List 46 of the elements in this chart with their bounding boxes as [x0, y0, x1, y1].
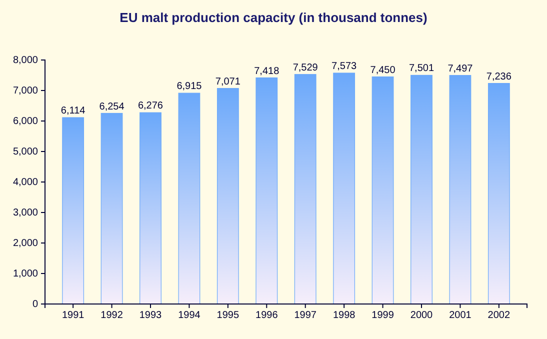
bar [333, 72, 356, 304]
data-label: 7,450 [370, 64, 396, 76]
y-tick-label: 1,000 [12, 268, 38, 280]
bar [294, 74, 316, 304]
x-tick-label: 2000 [410, 310, 434, 322]
x-tick-label: 1993 [139, 310, 162, 322]
bar [140, 112, 162, 304]
bar [488, 83, 510, 304]
y-tick-label: 3,000 [12, 208, 38, 219]
data-label: 7,573 [332, 61, 358, 72]
bar [216, 88, 239, 304]
bar [62, 117, 84, 304]
x-tick-label: 2001 [449, 310, 472, 322]
data-label: 6,915 [176, 81, 202, 92]
y-tick-label: 6,000 [12, 116, 38, 128]
y-tick-label: 4,000 [12, 177, 38, 188]
bar [256, 77, 278, 304]
data-label: 7,529 [292, 62, 318, 74]
y-tick-label: 8,000 [12, 55, 38, 66]
x-tick-label: 1995 [216, 310, 240, 322]
x-tick-label: 1994 [178, 310, 201, 322]
bar [410, 74, 432, 304]
y-tick-label: 0 [32, 299, 38, 310]
data-label: 7,497 [448, 63, 474, 74]
x-tick-label: 1999 [372, 310, 394, 322]
chart-title: EU malt production capacity (in thousand tonnes) [120, 10, 428, 25]
data-label: 6,114 [60, 106, 86, 117]
y-tick-label: 2,000 [12, 238, 38, 250]
data-label: 7,236 [486, 71, 512, 82]
x-tick-label: 2002 [488, 310, 510, 322]
x-tick-label: 1992 [100, 310, 124, 322]
data-label: 6,254 [99, 101, 125, 112]
y-tick-label: 7,000 [12, 86, 38, 97]
data-label: 6,276 [138, 100, 164, 112]
data-label: 7,071 [215, 76, 241, 88]
x-tick-label: 1997 [294, 310, 317, 322]
y-tick-label: 5,000 [12, 146, 38, 158]
x-tick-label: 1991 [62, 310, 85, 322]
data-label: 7,501 [408, 63, 434, 74]
x-tick-label: 1998 [332, 310, 356, 322]
x-tick-label: 1996 [256, 310, 278, 322]
bar [178, 92, 200, 304]
bar [449, 75, 472, 304]
data-label: 7,418 [254, 66, 280, 77]
bar [100, 112, 123, 304]
bar [372, 76, 394, 304]
